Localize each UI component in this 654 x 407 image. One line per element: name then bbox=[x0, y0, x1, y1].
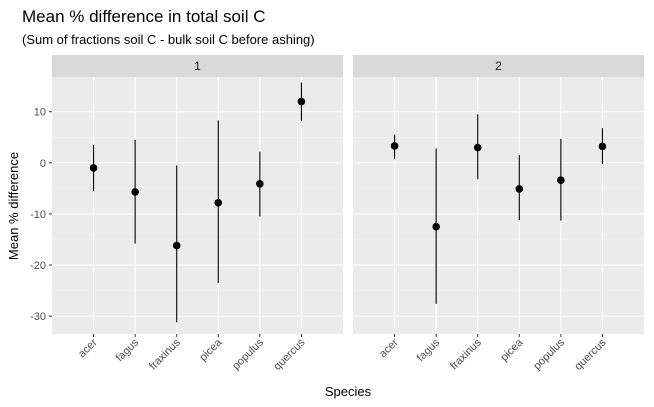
x-tick-label-fraxinus: fraxinus bbox=[147, 336, 183, 372]
x-tick-label-acer: acer bbox=[76, 336, 100, 360]
data-point-fagus bbox=[432, 222, 440, 231]
y-tick-label: 10 bbox=[34, 107, 46, 119]
x-tick-label-quercus: quercus bbox=[271, 336, 308, 373]
data-point-acer bbox=[89, 164, 98, 172]
x-tick-label-picea: picea bbox=[197, 336, 225, 364]
data-point-quercus bbox=[297, 97, 306, 106]
x-tick-label-populus: populus bbox=[531, 336, 567, 372]
x-tick-label-fagus: fagus bbox=[114, 336, 142, 364]
data-point-picea bbox=[214, 198, 223, 207]
panel-background bbox=[52, 77, 343, 334]
data-point-picea bbox=[515, 185, 524, 193]
y-tick-label: -30 bbox=[30, 311, 46, 323]
data-point-acer bbox=[390, 142, 399, 150]
x-axis-title: Species bbox=[325, 384, 372, 399]
chart-subtitle: (Sum of fractions soil C - bulk soil C b… bbox=[22, 32, 315, 47]
y-tick-label: 0 bbox=[40, 158, 46, 170]
data-point-populus bbox=[557, 176, 565, 185]
chart-title: Mean % difference in total soil C bbox=[22, 7, 265, 26]
y-tick-label: -10 bbox=[30, 209, 46, 221]
data-point-fagus bbox=[131, 188, 139, 196]
y-tick-label: -20 bbox=[30, 260, 46, 272]
x-tick-label-populus: populus bbox=[230, 336, 266, 372]
facet-strip bbox=[353, 55, 644, 77]
x-tick-label-fraxinus: fraxinus bbox=[448, 336, 484, 372]
facet-strip bbox=[52, 55, 343, 77]
facet-panel-1: 1 acer fagus fraxinus picea populus quercus bbox=[52, 55, 343, 373]
facet-strip-label: 1 bbox=[194, 59, 201, 73]
data-point-fraxinus bbox=[473, 143, 482, 152]
data-point-quercus bbox=[598, 142, 607, 151]
facet-panel-2: 2 acer fagus fraxinus picea populus quercus bbox=[353, 55, 644, 373]
data-point-populus bbox=[256, 179, 264, 188]
y-axis-title: Mean % difference bbox=[6, 152, 21, 260]
panel-background bbox=[353, 77, 644, 334]
x-tick-label-fagus: fagus bbox=[415, 336, 443, 364]
facet-strip-label: 2 bbox=[495, 59, 502, 73]
x-tick-label-acer: acer bbox=[377, 336, 401, 360]
x-tick-label-quercus: quercus bbox=[572, 336, 609, 373]
data-point-fraxinus bbox=[172, 241, 181, 250]
x-tick-label-picea: picea bbox=[498, 336, 526, 364]
